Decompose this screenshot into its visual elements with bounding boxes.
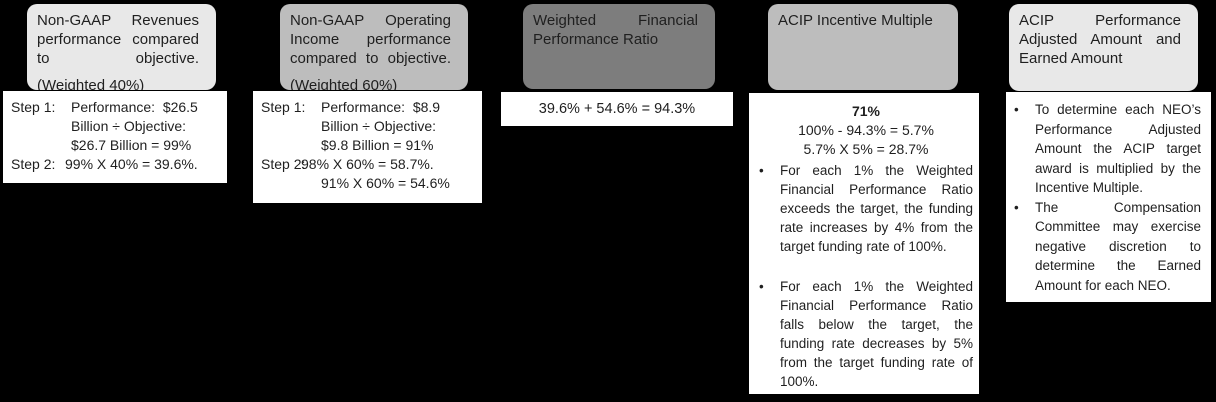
header-non-gaap-revenues: Non-GAAP Revenues performance compared t… [27,4,216,90]
step-content: Performance: $8.9 Billion ÷ Objective: $… [321,98,476,155]
header-title-line: Non-GAAP Revenues [37,12,199,29]
header-title-line: Performance Ratio [533,31,659,48]
bullet-text: For each 1% the Weighted Financial Perfo… [780,163,973,254]
step-line: Billion ÷ Objective: [321,118,437,134]
step-row: Step 2: 98% X 60% = 58.7%. 91% X 60% = 5… [261,155,476,193]
body-non-gaap-revenues-steps: Step 1: Performance: $26.5 Billion ÷ Obj… [2,90,228,184]
formula-line: 100% - 94.3% = 5.7% [798,122,934,138]
header-title-line: Weighted Financial [533,12,698,29]
step-line: 98% X 60% = 58.7%. [301,156,434,172]
bullet-text: The Compensation Committee may exercise … [1035,199,1201,293]
bullet-item: For each 1% the Weighted Financial Perfo… [759,161,973,256]
body-acip-incentive-multiple: 71% 100% - 94.3% = 5.7% 5.7% X 5% = 28.7… [748,92,980,395]
step-line: Billion ÷ Objective: [71,118,187,134]
header-acip-incentive-multiple: ACIP Incentive Multiple [768,4,958,90]
bullet-icon [759,277,780,391]
body-non-gaap-operating-income-steps: Step 1: Performance: $8.9 Billion ÷ Obje… [252,90,483,204]
step-row: Step 1: Performance: $8.9 Billion ÷ Obje… [261,98,476,155]
incentive-multiple-result: 71% [851,103,881,119]
step-label: Step 2: [11,156,56,172]
step-label: Step 1: [11,99,56,115]
bullet-item: The Compensation Committee may exercise … [1014,198,1201,296]
header-title-line: to objective. [37,50,199,67]
header-weighted-financial-performance-ratio: Weighted Financial Performance Ratio [523,4,715,89]
bullet-icon [759,161,780,256]
step-line: Performance: $8.9 [321,99,441,115]
weight-note: (Weighted 40%) [37,77,145,90]
bullet-item: For each 1% the Weighted Financial Perfo… [759,277,973,391]
step-line: Performance: $26.5 [71,99,198,115]
body-acip-performance-adjusted-amount: To determine each NEO’s Performance Adju… [1005,91,1212,303]
step-line: $26.7 Billion = 99% [71,137,192,153]
step-line: 91% X 60% = 54.6% [321,175,450,191]
header-title-line: performance compared [37,31,199,48]
step-label: Step 2: [261,156,306,172]
header-title-line: Income performance [290,31,451,48]
bullet-icon [1014,100,1035,198]
header-title-line: Non-GAAP Operating [290,12,451,29]
step-content: Performance: $26.5 Billion ÷ Objective: … [71,98,221,155]
step-row: Step 2: 99% X 40% = 39.6%. [11,155,221,174]
bullet-item: To determine each NEO’s Performance Adju… [1014,100,1201,198]
formula-text: 39.6% + 54.6% = 94.3% [538,101,696,117]
header-acip-performance-adjusted-amount: ACIP Performance Adjusted Amount and Ear… [1009,4,1198,91]
step-label: Step 1: [261,99,306,115]
header-title-line: Adjusted Amount and [1019,31,1181,48]
header-title-line: ACIP Performance [1019,12,1181,29]
step-row: Step 1: Performance: $26.5 Billion ÷ Obj… [11,98,221,155]
bullet-icon [1014,198,1035,296]
step-line: 99% X 40% = 39.6%. [65,156,198,172]
bullet-text: To determine each NEO’s Performance Adju… [1035,102,1201,195]
header-title-line: Earned Amount [1019,50,1123,67]
header-title-line: ACIP Incentive Multiple [778,12,933,29]
header-non-gaap-operating-income: Non-GAAP Operating Income performance co… [280,4,468,90]
header-title-line: compared to objective. [290,50,451,67]
weight-note: (Weighted 60%) [290,77,398,90]
step-line: $9.8 Billion = 91% [321,137,434,153]
body-weighted-ratio-formula: 39.6% + 54.6% = 94.3% [500,91,734,127]
step-content: 99% X 40% = 39.6%. [65,155,221,174]
step-content: 98% X 60% = 58.7%. 91% X 60% = 54.6% [301,155,476,193]
formula-line: 5.7% X 5% = 28.7% [803,141,929,157]
bullet-text: For each 1% the Weighted Financial Perfo… [780,279,973,389]
